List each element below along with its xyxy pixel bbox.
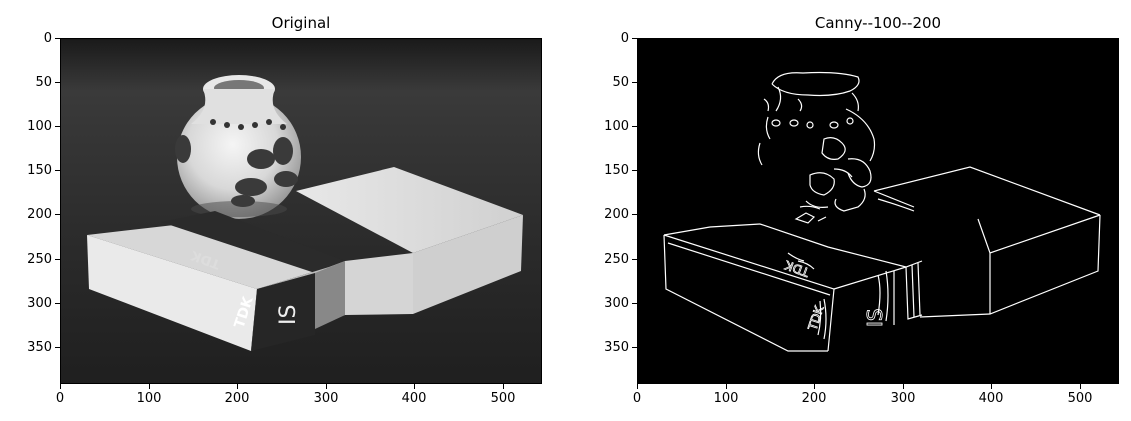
y-tick-label: 350 <box>604 340 629 355</box>
y-tick-label: 200 <box>604 207 629 222</box>
y-tick-label: 250 <box>27 252 52 267</box>
tdk-edge-label-top: TDK <box>782 257 812 279</box>
y-tick-label: 300 <box>27 296 52 311</box>
original-photo: TDK IS TDK <box>61 39 541 383</box>
x-tick-label: 300 <box>890 391 916 406</box>
y-tick-label: 200 <box>27 207 52 222</box>
y-tick-label: 50 <box>35 75 52 90</box>
x-tick-label: 100 <box>713 391 739 406</box>
canny-edge-map: TDK IS TDK <box>663 71 1101 352</box>
x-tick-label: 0 <box>632 391 642 406</box>
y-tick-label: 300 <box>604 296 629 311</box>
sa-label-front: IS <box>276 305 301 325</box>
y-tick-label: 150 <box>604 163 629 178</box>
canny-image: TDK IS TDK <box>637 38 1119 384</box>
x-tick-label: 400 <box>978 391 1004 406</box>
x-tick-label: 400 <box>401 391 427 406</box>
y-tick-label: 150 <box>27 163 52 178</box>
x-tick-label: 500 <box>1067 391 1093 406</box>
is-edge-label: IS <box>863 308 887 327</box>
y-tick-label: 0 <box>43 31 52 46</box>
x-tick-label: 100 <box>136 391 162 406</box>
x-tick-label: 300 <box>313 391 339 406</box>
x-tick-label: 0 <box>55 391 65 406</box>
panel-title-original: Original <box>271 14 331 32</box>
x-tick-label: 500 <box>490 391 516 406</box>
y-tick-label: 50 <box>612 75 629 90</box>
y-tick-label: 100 <box>604 119 629 134</box>
y-tick-label: 350 <box>27 340 52 355</box>
original-image: TDK IS TDK <box>60 38 542 384</box>
y-tick-label: 100 <box>27 119 52 134</box>
y-tick-label: 250 <box>604 252 629 267</box>
x-tick-label: 200 <box>801 391 827 406</box>
panel-title-canny: Canny--100--200 <box>814 14 942 32</box>
y-tick-label: 0 <box>620 31 629 46</box>
tdk-edge-label: TDK <box>805 303 827 333</box>
x-tick-label: 200 <box>224 391 250 406</box>
